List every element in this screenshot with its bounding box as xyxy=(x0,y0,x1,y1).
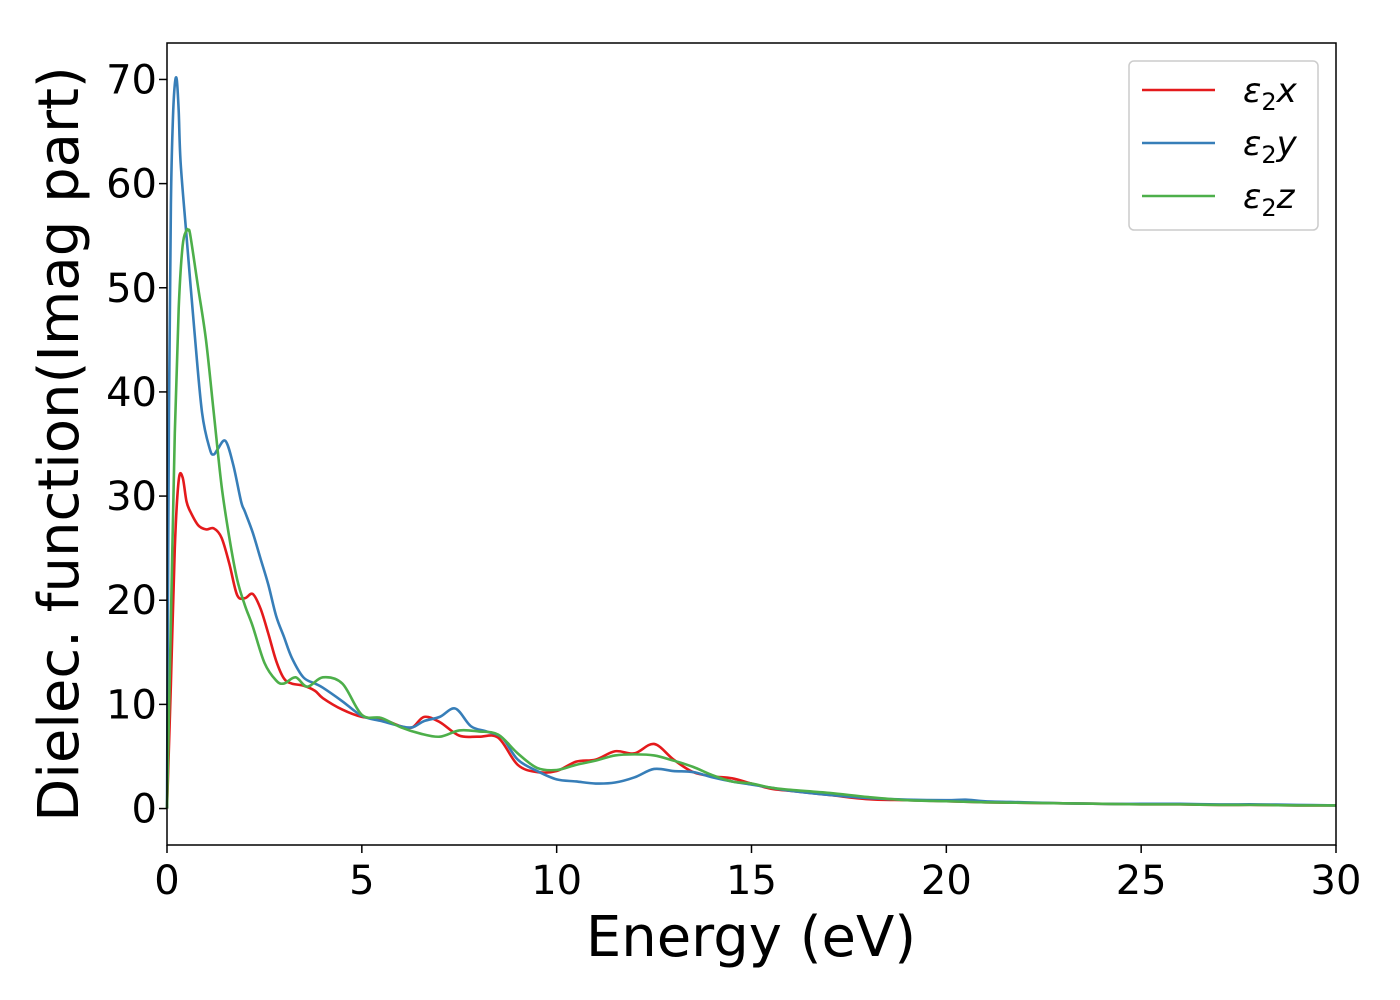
x-tick-label: 0 xyxy=(154,858,179,904)
legend-frame xyxy=(1128,60,1319,231)
series-layer xyxy=(165,76,1337,809)
x-tick-label: 15 xyxy=(726,858,777,904)
x-tick-label: 25 xyxy=(1116,858,1167,904)
x-tick-label: 20 xyxy=(921,858,972,904)
y-tick-label: 50 xyxy=(106,266,157,312)
x-axis: 0 5 10 15 20 25 30 xyxy=(154,845,1361,904)
series-line-x xyxy=(165,471,1337,809)
y-tick-label: 0 xyxy=(132,787,157,833)
y-tick-label: 30 xyxy=(106,474,157,520)
legend-label-z: ε2z xyxy=(1243,177,1296,222)
legend-items: ε2x ε2y ε2z xyxy=(1142,71,1298,222)
x-tick-label: 30 xyxy=(1311,858,1362,904)
y-tick-label: 60 xyxy=(106,162,157,208)
y-tick-label: 20 xyxy=(106,578,157,624)
y-axis: 0 10 20 30 40 50 60 70 xyxy=(106,57,167,833)
y-axis-title: Dielec. function(Imag part) xyxy=(27,66,92,822)
y-tick-label: 10 xyxy=(106,682,157,728)
legend-label-y: ε2y xyxy=(1243,124,1298,169)
x-tick-label: 10 xyxy=(531,858,582,904)
y-tick-label: 40 xyxy=(106,370,157,416)
series-line-z xyxy=(165,227,1337,809)
x-tick-label: 5 xyxy=(349,858,374,904)
legend: ε2x ε2y ε2z xyxy=(1128,60,1319,231)
x-axis-title: Energy (eV) xyxy=(586,905,916,970)
legend-label-x: ε2x xyxy=(1243,71,1298,116)
y-tick-label: 70 xyxy=(106,57,157,103)
